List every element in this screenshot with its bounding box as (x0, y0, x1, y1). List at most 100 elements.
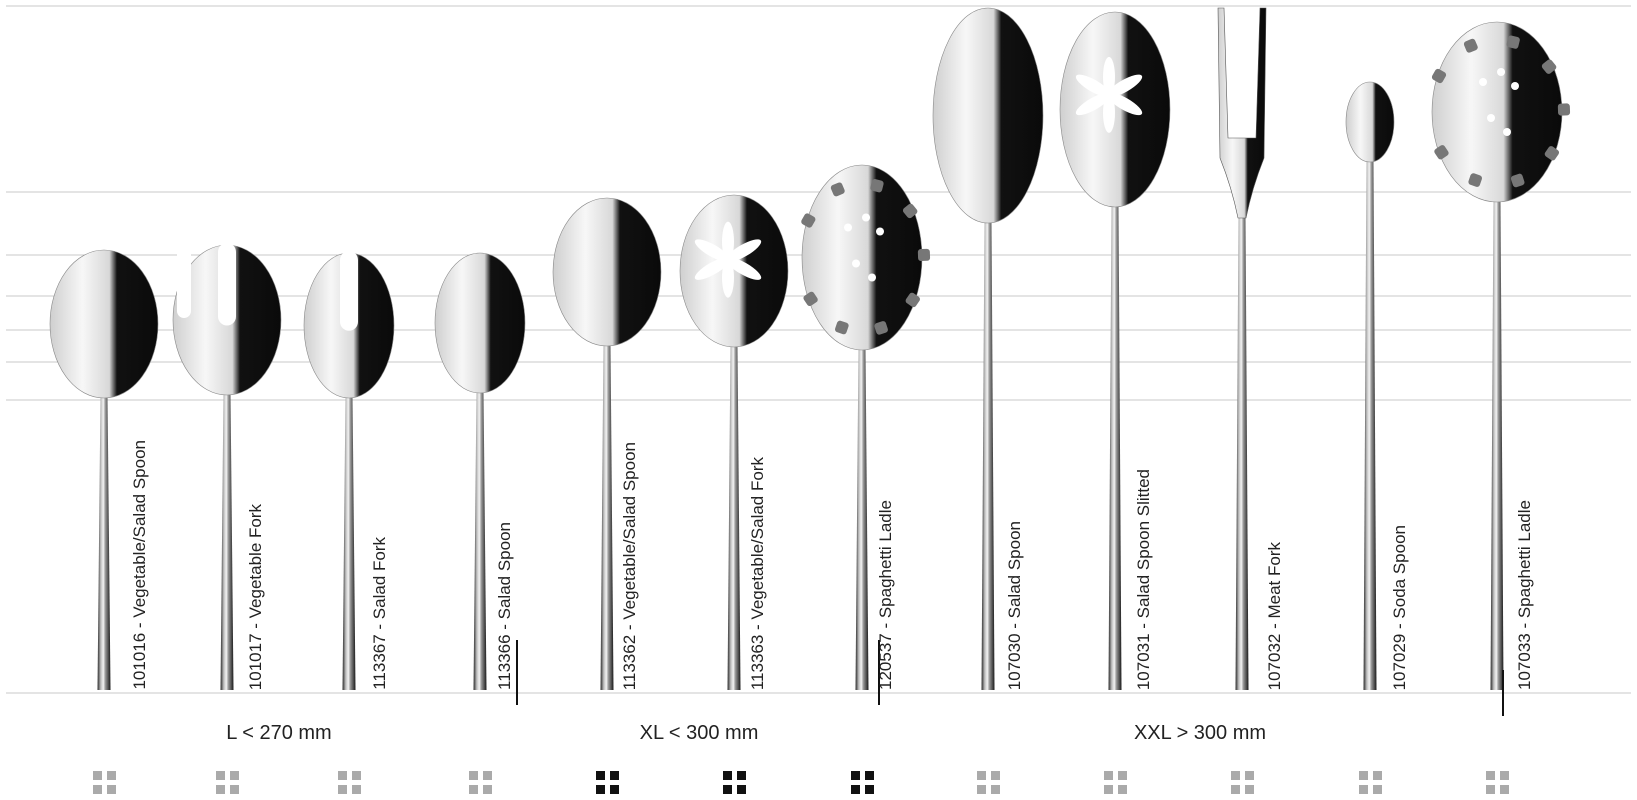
grid-icon[interactable] (1486, 771, 1509, 794)
utensil-spoon (434, 252, 526, 690)
fork-slot (340, 251, 358, 331)
ladle-tooth (830, 182, 845, 197)
utensil-bowl (679, 194, 789, 348)
ladle-tooth (902, 203, 918, 219)
utensil-slotted (679, 194, 789, 690)
group-label: L < 270 mm (226, 722, 332, 744)
group-label: XL < 300 mm (639, 722, 759, 744)
utensil-handle (855, 346, 869, 690)
utensil-handle (1363, 158, 1377, 690)
grid-icon[interactable] (596, 771, 619, 794)
utensil-bowl (1059, 11, 1171, 208)
ladle-tooth (870, 179, 884, 193)
ladle-hole (1497, 68, 1505, 76)
ladle-tooth (1431, 68, 1447, 84)
utensil-handle (220, 391, 234, 690)
utensil-bowl (1431, 21, 1563, 203)
utensil-spaghetti (801, 164, 931, 690)
utensil-bowl (932, 7, 1044, 224)
ladle-hole (844, 223, 852, 232)
slot-hole (726, 239, 762, 262)
utensil-bowl (801, 164, 923, 351)
utensil-handle (600, 342, 614, 690)
slot-hole (1103, 56, 1115, 97)
ladle-tooth (1557, 103, 1571, 116)
slot-hole (722, 257, 734, 298)
utensil-meat-fork (1217, 7, 1267, 690)
grid-icon[interactable] (216, 771, 239, 794)
slot-hole (1107, 92, 1143, 116)
ladle-hole (1503, 128, 1511, 136)
utensil-handle (473, 389, 487, 690)
fork-slot (177, 243, 191, 318)
item-label: 101016 - Vegetable/Salad Spoon (130, 440, 149, 690)
slot-hole (1107, 74, 1143, 98)
ladle-tooth (905, 292, 920, 308)
grid-icon[interactable] (338, 771, 361, 794)
utensil-salad-fork (303, 251, 395, 690)
grid-icon[interactable] (1359, 771, 1382, 794)
ladle-tooth (1541, 59, 1557, 74)
utensil-spoon (49, 249, 159, 690)
utensil-handle (1490, 198, 1504, 690)
slot-hole (1075, 74, 1111, 98)
item-label: 113367 - Salad Fork (370, 537, 389, 690)
utensil-handle (1235, 214, 1249, 690)
slot-hole (1103, 92, 1115, 133)
fork-slot (218, 243, 236, 326)
slot-hole (694, 239, 730, 262)
ladle-hole (876, 227, 884, 236)
ladle-hole (1487, 114, 1495, 122)
item-label: 107031 - Salad Spoon Slitted (1134, 468, 1153, 690)
ladle-tooth (1506, 35, 1520, 49)
grid-icon[interactable] (977, 771, 1000, 794)
ladle-tooth (1468, 173, 1483, 187)
item-label: 113366 - Salad Spoon (495, 522, 514, 690)
utensil-bowl (552, 197, 662, 347)
item-label: 113363 - Vegetable/Salad Fork (748, 456, 767, 690)
ladle-hole (862, 213, 870, 222)
utensil-spoon (932, 7, 1044, 690)
ladle-hole (852, 259, 860, 268)
slot-hole (1075, 92, 1111, 116)
ladle-hole (1511, 82, 1519, 90)
utensil-fork (172, 243, 282, 690)
group-label: XXL > 300 mm (1133, 722, 1267, 744)
grid-icon[interactable] (851, 771, 874, 794)
ladle-tooth (801, 213, 816, 228)
ladle-hole (868, 273, 876, 282)
grid-icon[interactable] (93, 771, 116, 794)
utensil-handle (727, 343, 741, 690)
slot-hole (722, 221, 734, 262)
fork-tines (1217, 7, 1267, 219)
utensil-handle (1108, 203, 1122, 690)
utensil-handle (342, 394, 356, 690)
ladle-tooth (835, 320, 849, 335)
utensil-spoon (1345, 81, 1395, 690)
ladle-tooth (917, 248, 931, 262)
utensil-spaghetti (1431, 21, 1571, 690)
grid-icon[interactable] (1104, 771, 1127, 794)
utensil-bowl (49, 249, 159, 399)
item-label: 113362 - Vegetable/Salad Spoon (620, 441, 639, 690)
item-label: 107030 - Salad Spoon (1005, 520, 1024, 690)
utensil-handle (97, 394, 111, 690)
slot-hole (694, 257, 730, 280)
grid-icon[interactable] (1231, 771, 1254, 794)
ladle-tooth (1463, 38, 1478, 53)
ladle-tooth (1434, 145, 1449, 160)
ladle-tooth (1544, 146, 1560, 161)
utensil-slotted (1059, 11, 1171, 690)
grid-icon[interactable] (469, 771, 492, 794)
utensil-bowl (434, 252, 526, 394)
item-label: 101017 - Vegetable Fork (246, 503, 265, 690)
ladle-tooth (803, 291, 818, 307)
utensil-bowl (1345, 81, 1395, 163)
item-label: 107032 - Meat Fork (1265, 541, 1284, 690)
grid-icon[interactable] (723, 771, 746, 794)
item-label: 107033 - Spaghetti Ladle (1515, 500, 1534, 690)
item-label: 107029 - Soda Spoon (1390, 524, 1409, 690)
ladle-tooth (874, 321, 888, 335)
